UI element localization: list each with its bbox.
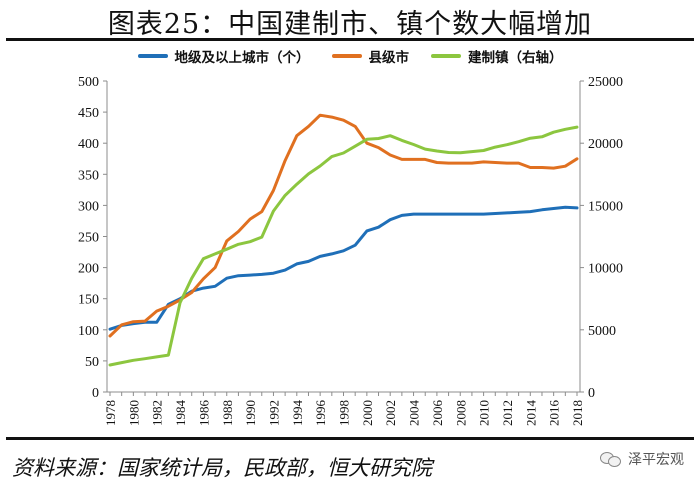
right-tick-label: 0 [588,386,595,401]
x-tick-label: 1986 [196,400,211,427]
legend-item-prefecture-cities: 地级及以上城市（个） [137,46,310,66]
wechat-icon [600,450,622,468]
x-tick-label: 1988 [220,400,235,426]
right-tick-label: 10000 [588,262,623,277]
left-tick-label: 400 [78,137,99,152]
series-line-2 [108,125,579,367]
legend-item-county-cities: 县级市 [331,46,410,66]
legend-item-towns: 建制镇（右轴） [431,46,563,66]
legend-swatch-towns [431,54,461,58]
left-tick-label: 250 [78,231,99,246]
legend-label-county-cities: 县级市 [368,50,410,66]
series-line-1 [108,113,579,338]
x-tick-label: 1980 [126,400,141,426]
left-tick-label: 500 [78,75,99,90]
chart-title: 图表25：中国建制市、镇个数大幅增加 [107,9,593,40]
right-tick-label: 20000 [588,137,623,152]
legend-label-towns: 建制镇（右轴） [468,50,563,66]
watermark: 泽平宏观 [600,449,684,469]
left-tick-label: 300 [78,199,99,214]
legend-label-prefecture-cities: 地级及以上城市（个） [174,50,310,66]
x-tick-label: 1982 [150,400,165,426]
left-tick-label: 150 [78,293,99,308]
legend: 地级及以上城市（个） 县级市 建制镇（右轴） [0,46,700,66]
left-tick-label: 100 [78,324,99,339]
top-rule [6,38,694,41]
x-tick-label: 1998 [337,400,352,426]
right-tick-label: 25000 [588,75,623,90]
x-tick-label: 2018 [570,400,585,426]
x-tick-label: 1994 [290,400,305,427]
x-tick-label: 2002 [383,400,398,426]
legend-swatch-prefecture-cities [137,54,168,58]
x-tick-label: 2016 [547,400,562,427]
right-tick-label: 5000 [588,324,616,339]
x-tick-label: 2010 [477,400,492,426]
series-line-0 [108,205,579,331]
x-tick-label: 2008 [453,400,468,426]
x-tick-label: 1990 [243,400,258,426]
left-tick-label: 450 [78,106,99,121]
left-tick-label: 350 [78,168,99,183]
x-tick-label: 2006 [430,400,445,427]
x-tick-label: 1984 [173,400,188,427]
x-tick-label: 2004 [407,400,422,427]
bottom-rule [6,437,694,440]
x-tick-label: 2014 [523,400,538,427]
x-tick-label: 2000 [360,400,375,426]
left-tick-label: 200 [78,262,99,277]
source-note: 资料来源：国家统计局，民政部，恒大研究院 [12,456,432,480]
x-tick-label: 2012 [500,400,515,426]
left-tick-label: 50 [85,355,99,370]
right-tick-label: 15000 [588,199,623,214]
legend-swatch-county-cities [331,54,362,58]
x-tick-label: 1996 [313,400,328,427]
left-tick-label: 0 [92,386,99,401]
x-tick-label: 1978 [103,400,118,426]
x-tick-label: 1992 [266,400,281,426]
watermark-text: 泽平宏观 [628,452,684,468]
